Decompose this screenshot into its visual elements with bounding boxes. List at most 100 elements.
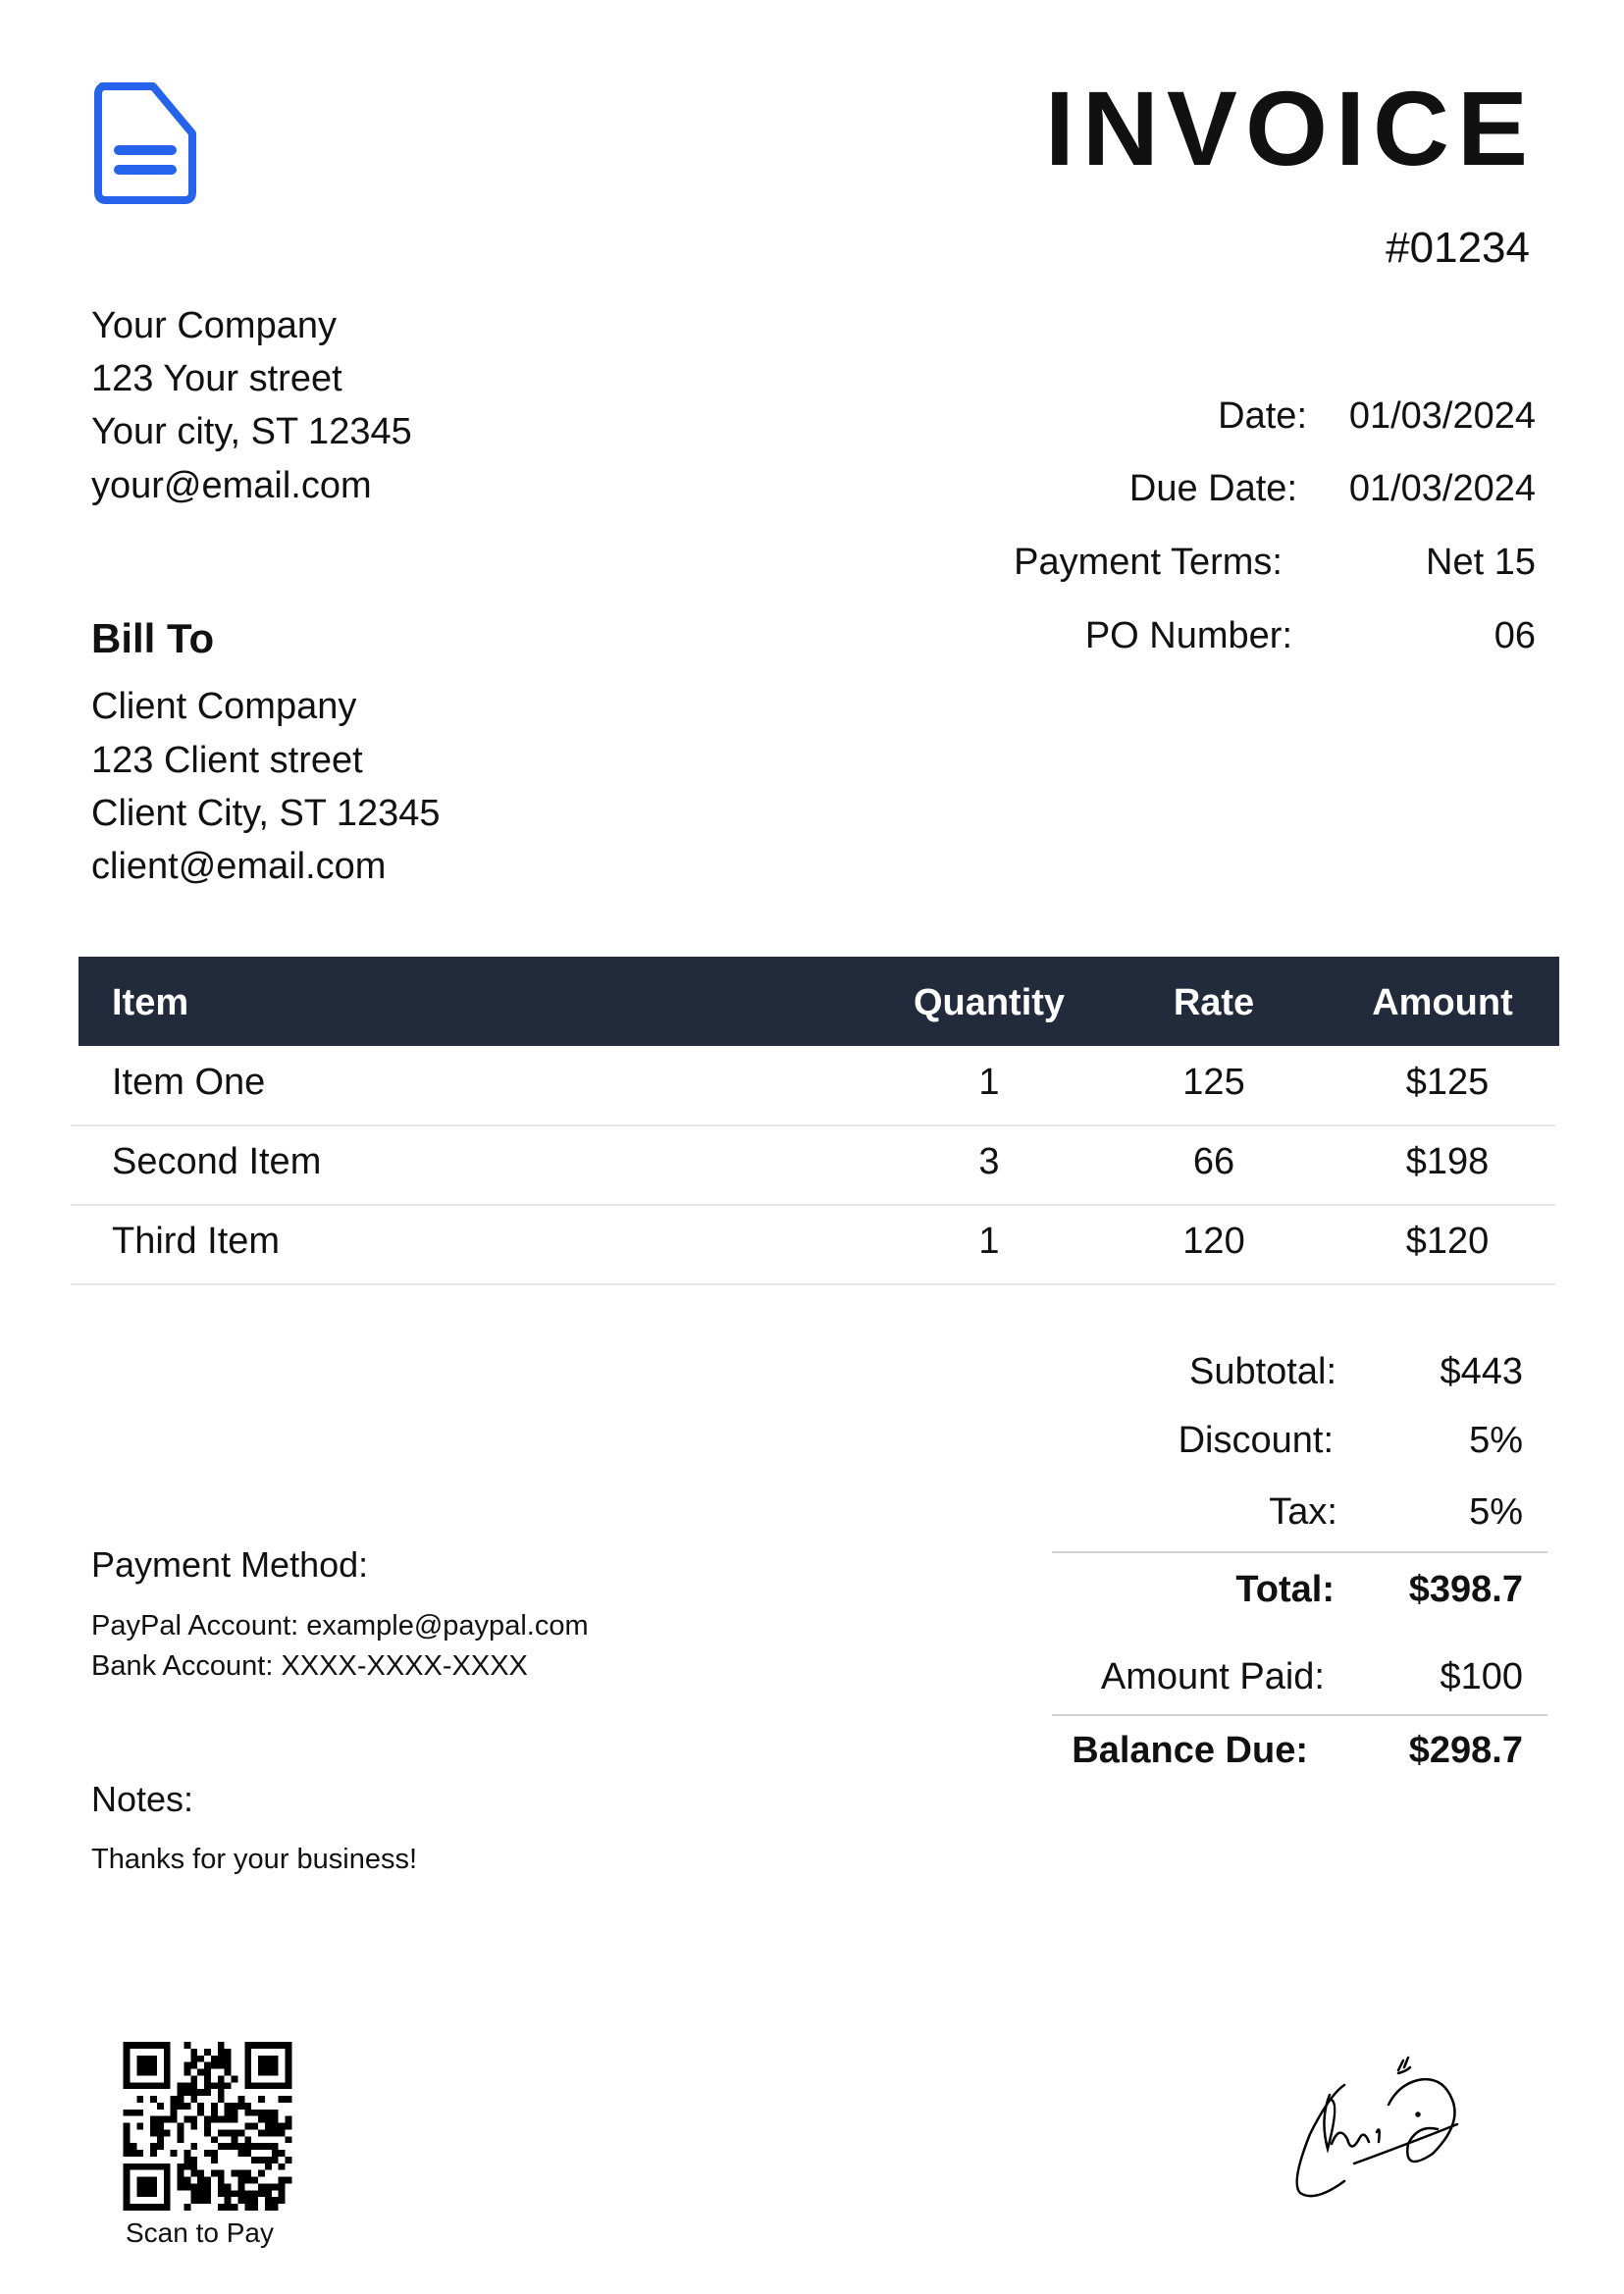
qr-module xyxy=(204,2075,211,2083)
row-item: Item One xyxy=(112,1062,266,1103)
qr-module xyxy=(224,2068,232,2076)
qr-module xyxy=(163,2115,171,2123)
paypal-line: PayPal Account: example@paypal.com xyxy=(91,1610,589,1642)
paypal-label: PayPal Account: xyxy=(91,1610,299,1642)
qr-module xyxy=(170,2150,178,2157)
qr-module xyxy=(123,2150,131,2157)
row-amount: $125 xyxy=(1405,1062,1490,1103)
qr-module xyxy=(130,2143,137,2151)
qr-module xyxy=(190,2096,198,2103)
qr-module xyxy=(237,2150,245,2157)
qr-module xyxy=(237,2169,245,2177)
column-item: Item xyxy=(112,982,189,1023)
qr-module xyxy=(204,2048,211,2056)
qr-module xyxy=(156,2129,164,2137)
column-rate: Rate xyxy=(1173,982,1255,1023)
qr-module xyxy=(136,2122,144,2130)
qr-module xyxy=(264,2190,272,2198)
qr-module xyxy=(224,2061,232,2069)
qr-module xyxy=(150,2122,157,2130)
qr-module xyxy=(190,2143,198,2151)
qr-module xyxy=(204,2150,211,2157)
qr-module xyxy=(197,2055,205,2062)
qr-module xyxy=(210,2169,218,2177)
balance-due-value: $298.7 xyxy=(1408,1730,1523,1771)
qr-module xyxy=(204,2061,211,2069)
qr-module xyxy=(224,2082,232,2090)
qr-module xyxy=(177,2183,184,2191)
qr-module xyxy=(244,2109,252,2116)
qr-module xyxy=(183,2089,191,2097)
qr-module xyxy=(204,2190,211,2198)
qr-module xyxy=(244,2102,252,2110)
qr-module xyxy=(271,2143,279,2151)
qr-module xyxy=(278,2176,286,2184)
qr-module xyxy=(150,2115,157,2123)
qr-module xyxy=(217,2176,225,2184)
qr-module xyxy=(163,2129,171,2137)
qr-module xyxy=(237,2183,245,2191)
qr-module xyxy=(264,2109,272,2116)
qr-module xyxy=(251,2190,259,2198)
qr-module xyxy=(285,2176,292,2184)
qr-module xyxy=(204,2082,211,2090)
qr-module xyxy=(204,2115,211,2123)
qr-module xyxy=(271,2109,279,2116)
payment-terms-value: Net 15 xyxy=(1426,542,1536,583)
qr-module xyxy=(224,2115,232,2123)
qr-module xyxy=(217,2115,225,2123)
balance-divider xyxy=(1052,1714,1547,1716)
qr-code-icon[interactable] xyxy=(121,2042,294,2211)
qr-module xyxy=(251,2156,259,2164)
qr-module xyxy=(244,2204,252,2211)
qr-module xyxy=(170,2109,178,2116)
qr-module xyxy=(251,2122,259,2130)
row-rate: 125 xyxy=(1182,1062,1245,1103)
qr-module xyxy=(197,2176,205,2184)
qr-module xyxy=(123,2129,131,2137)
amount-paid-label: Amount Paid: xyxy=(1100,1656,1325,1697)
qr-module xyxy=(210,2055,218,2062)
qr-module xyxy=(251,2204,259,2211)
sender-email: your@email.com xyxy=(91,465,372,506)
payment-terms-label: Payment Terms: xyxy=(1014,542,1283,583)
qr-finder xyxy=(136,2055,157,2076)
qr-module xyxy=(264,2197,272,2205)
qr-module xyxy=(136,2109,144,2116)
qr-module xyxy=(258,2143,265,2151)
qr-module xyxy=(244,2136,252,2144)
qr-module xyxy=(224,2129,232,2137)
qr-module xyxy=(231,2109,238,2116)
qr-module xyxy=(217,2129,225,2137)
date-label: Date: xyxy=(1218,395,1307,437)
document-icon xyxy=(94,82,196,204)
totals-divider xyxy=(1052,1551,1547,1553)
qr-module xyxy=(231,2169,238,2177)
qr-module xyxy=(183,2061,191,2069)
qr-module xyxy=(244,2150,252,2157)
due-date-value: 01/03/2024 xyxy=(1348,468,1536,509)
qr-module xyxy=(183,2176,191,2184)
qr-module xyxy=(197,2190,205,2198)
qr-module xyxy=(244,2176,252,2184)
notes-text: Thanks for your business! xyxy=(91,1844,418,1875)
paypal-email-link[interactable]: example@paypal.com xyxy=(306,1610,589,1642)
qr-module xyxy=(190,2061,198,2069)
table-header: Item Quantity Rate Amount xyxy=(79,957,1559,1046)
qr-module xyxy=(244,2197,252,2205)
qr-module xyxy=(264,2204,272,2211)
payment-method-heading: Payment Method: xyxy=(91,1544,369,1585)
qr-module xyxy=(251,2143,259,2151)
qr-module xyxy=(136,2150,144,2157)
qr-finder xyxy=(258,2055,279,2076)
sender-street: 123 Your street xyxy=(91,358,342,399)
qr-module xyxy=(183,2082,191,2090)
qr-module xyxy=(251,2109,259,2116)
qr-module xyxy=(258,2190,265,2198)
row-quantity: 1 xyxy=(978,1221,1000,1262)
qr-module xyxy=(177,2102,184,2110)
qr-module xyxy=(264,2156,272,2164)
qr-module xyxy=(224,2143,232,2151)
tax-label: Tax: xyxy=(1269,1491,1337,1533)
qr-module xyxy=(183,2183,191,2191)
